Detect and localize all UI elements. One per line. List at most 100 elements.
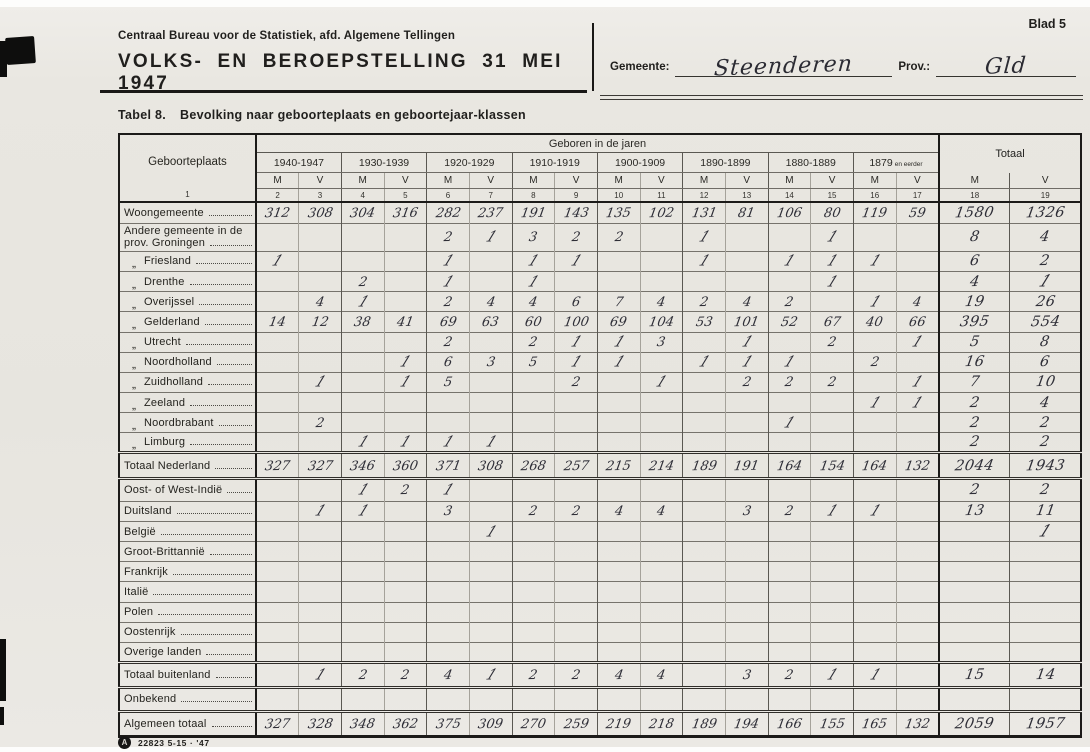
- data-cell: [383, 641, 427, 663]
- data-cell: 1: [426, 432, 470, 453]
- data-cell: [724, 476, 769, 502]
- mv-header: M: [511, 172, 555, 189]
- data-cell: 119: [852, 202, 897, 224]
- data-cell: [426, 621, 470, 643]
- data-cell: 38: [340, 311, 385, 333]
- data-cell: 1: [554, 331, 598, 353]
- data-cell: 2: [554, 371, 598, 393]
- data-cell: [810, 432, 854, 453]
- data-cell: [682, 581, 726, 603]
- data-cell: 6: [554, 291, 598, 312]
- table-row: Polen: [119, 601, 1081, 623]
- data-cell: [340, 391, 385, 413]
- data-cell: [596, 476, 641, 502]
- row-label-text: Onbekend: [120, 693, 255, 705]
- column-number: 18: [937, 188, 1010, 203]
- mv-header: V: [298, 172, 342, 189]
- row-label: Duitsland: [119, 500, 257, 522]
- data-cell: [639, 412, 683, 433]
- data-cell: [682, 271, 726, 292]
- data-cell: 1: [767, 351, 811, 373]
- total-cell: 2: [937, 476, 1010, 502]
- data-cell: [511, 581, 555, 603]
- data-cell: [682, 561, 726, 582]
- data-cell: [682, 412, 726, 433]
- data-cell: 2: [298, 412, 342, 433]
- data-cell: 66: [895, 311, 939, 333]
- data-cell: [298, 351, 342, 373]
- data-cell: 189: [682, 709, 726, 737]
- data-cell: 3: [468, 351, 513, 373]
- table-row: Onbekend: [119, 686, 1081, 711]
- page-number: Blad 5: [1028, 17, 1066, 31]
- data-cell: [810, 621, 854, 643]
- data-cell: 194: [724, 709, 769, 737]
- data-cell: [554, 561, 598, 582]
- row-label-text: „ Gelderland: [120, 316, 255, 330]
- column-number: 14: [767, 188, 811, 203]
- data-cell: 2: [554, 661, 598, 688]
- data-cell: [767, 581, 811, 603]
- data-cell: [852, 521, 897, 542]
- data-cell: [682, 432, 726, 453]
- row-label: Totaal buitenland: [119, 661, 257, 688]
- row-label-text: „ Noordholland: [120, 356, 255, 370]
- data-cell: [554, 432, 598, 453]
- data-cell: [468, 686, 513, 711]
- row-label-text: „ Friesland: [120, 255, 255, 269]
- table-row: Oost- of West-Indië 1 2 1 2 2: [119, 476, 1081, 502]
- data-cell: [256, 291, 299, 312]
- data-cell: [767, 641, 811, 663]
- data-cell: 1: [639, 371, 683, 393]
- data-cell: [682, 661, 726, 688]
- data-cell: 1: [767, 250, 811, 272]
- data-cell: [340, 621, 385, 643]
- total-cell: 6: [1009, 351, 1081, 373]
- data-cell: [810, 581, 854, 603]
- data-cell: [852, 331, 897, 353]
- data-cell: 155: [810, 709, 854, 737]
- data-cell: 1: [895, 391, 939, 413]
- mv-header: M: [596, 172, 641, 189]
- data-cell: [340, 351, 385, 373]
- data-cell: 308: [298, 202, 342, 224]
- data-cell: 259: [554, 709, 598, 737]
- data-cell: 2: [554, 222, 598, 252]
- data-cell: [724, 686, 769, 711]
- data-cell: [639, 686, 683, 711]
- data-cell: 1: [340, 432, 385, 453]
- data-cell: [895, 641, 939, 663]
- geboorteplaats-header: Geboorteplaats: [119, 134, 257, 189]
- data-cell: 63: [468, 311, 513, 333]
- data-cell: 2: [682, 291, 726, 312]
- data-cell: 60: [511, 311, 555, 333]
- data-cell: [895, 661, 939, 688]
- column-number: 19: [1009, 188, 1081, 203]
- data-cell: [256, 661, 299, 688]
- data-cell: [724, 641, 769, 663]
- data-cell: 2: [426, 291, 470, 312]
- data-cell: 2: [511, 661, 555, 688]
- data-cell: [426, 541, 470, 562]
- data-cell: 2: [554, 500, 598, 522]
- data-cell: 1: [810, 222, 854, 252]
- data-cell: [298, 581, 342, 603]
- column-number: 2: [256, 188, 299, 203]
- data-cell: 1: [682, 250, 726, 272]
- data-cell: [340, 371, 385, 393]
- row-label-text: Woongemeente: [120, 207, 255, 219]
- data-cell: [256, 581, 299, 603]
- total-cell: 395: [937, 311, 1010, 333]
- data-cell: 1: [810, 271, 854, 292]
- print-code: 22823 5-15 · '47: [138, 737, 210, 748]
- data-cell: [810, 351, 854, 373]
- row-label-text: Totaal buitenland: [120, 669, 255, 681]
- total-cell: 1: [1009, 271, 1081, 292]
- data-cell: [895, 412, 939, 433]
- data-cell: 1: [340, 500, 385, 522]
- data-cell: [724, 250, 769, 272]
- data-cell: 2: [810, 331, 854, 353]
- data-cell: [383, 250, 427, 272]
- column-number: 3: [298, 188, 342, 203]
- data-cell: [767, 541, 811, 562]
